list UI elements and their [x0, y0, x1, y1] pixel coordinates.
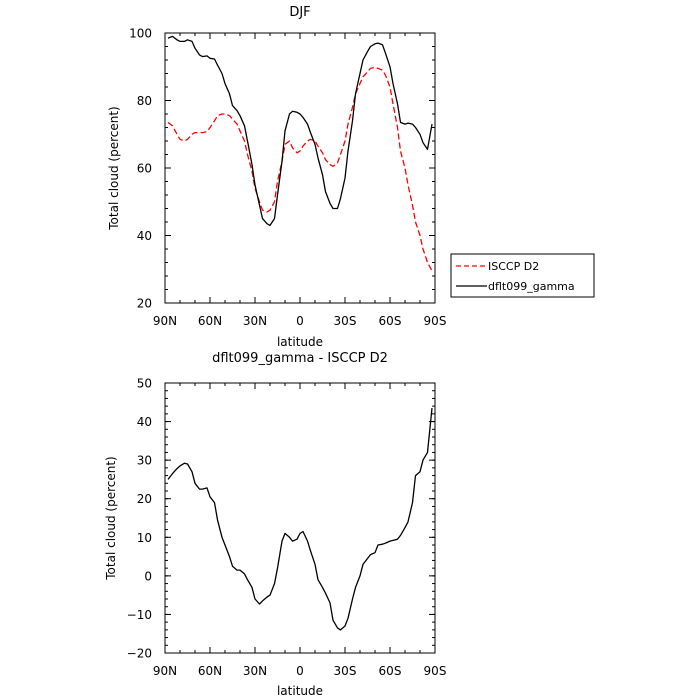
- y-axis: −20 −10 0 10 20 30 40 50: [127, 377, 435, 661]
- x-tick-label: 30N: [243, 664, 267, 678]
- plot-frame: [164, 32, 436, 304]
- series-lines: [167, 35, 433, 272]
- y-tick-label: 20: [137, 297, 152, 311]
- legend-box: [450, 253, 595, 298]
- djf-panel: DJF 90N 60N 30N 0 30S 60S 90S 20 40 60 80 100 lati…: [107, 5, 595, 349]
- y-tick-label: 30: [137, 454, 152, 468]
- x-tick-label: 30S: [334, 664, 357, 678]
- y-tick-label: 40: [137, 229, 152, 243]
- y-tick-label: −20: [127, 647, 152, 661]
- y-axis-label: Total cloud (percent): [104, 456, 118, 580]
- x-axis: 90N 60N 30N 0 30S 60S 90S: [153, 33, 447, 328]
- y-tick-label: −10: [127, 608, 152, 622]
- y-tick-label: 0: [144, 569, 152, 583]
- x-tick-label: 90N: [153, 664, 177, 678]
- y-axis-label: Total cloud (percent): [107, 106, 121, 230]
- chart-title: dflt099_gamma - ISCCP D2: [212, 351, 388, 366]
- legend-label-dflt099: dflt099_gamma: [488, 280, 575, 293]
- x-tick-label: 90S: [424, 314, 447, 328]
- x-tick-label: 60N: [198, 314, 222, 328]
- x-axis: 90N 60N 30N 0 30S 60S 90S: [153, 383, 447, 678]
- legend: ISCCP D2 dflt099_gamma: [450, 253, 595, 298]
- y-tick-label: 50: [137, 377, 152, 391]
- y-tick-label: 80: [137, 94, 152, 108]
- series-lines: [167, 408, 433, 631]
- x-tick-label: 0: [296, 664, 304, 678]
- x-tick-label: 90S: [424, 664, 447, 678]
- x-axis-label: latitude: [277, 335, 323, 349]
- legend-label-isccp: ISCCP D2: [488, 260, 539, 273]
- x-tick-label: 30N: [243, 314, 267, 328]
- x-tick-label: 60N: [198, 664, 222, 678]
- y-tick-label: 40: [137, 415, 152, 429]
- difference-panel: dflt099_gamma - ISCCP D2 90N 60N 30N 0 30S 60…: [104, 351, 446, 698]
- x-tick-label: 90N: [153, 314, 177, 328]
- series-line-difference: [167, 408, 433, 631]
- plot-frame: [164, 382, 436, 654]
- x-tick-label: 60S: [379, 664, 402, 678]
- y-tick-label: 100: [129, 27, 152, 41]
- x-tick-label: 60S: [379, 314, 402, 328]
- x-axis-label: latitude: [277, 684, 323, 698]
- x-tick-label: 30S: [334, 314, 357, 328]
- series-line-dflt099-gamma: [167, 35, 433, 227]
- series-line-isccp-d2: [167, 66, 433, 272]
- y-tick-label: 10: [137, 531, 152, 545]
- chart-title: DJF: [289, 5, 310, 20]
- y-tick-label: 60: [137, 162, 152, 176]
- x-tick-label: 0: [296, 314, 304, 328]
- y-tick-label: 20: [137, 492, 152, 506]
- y-axis: 20 40 60 80 100: [129, 27, 435, 311]
